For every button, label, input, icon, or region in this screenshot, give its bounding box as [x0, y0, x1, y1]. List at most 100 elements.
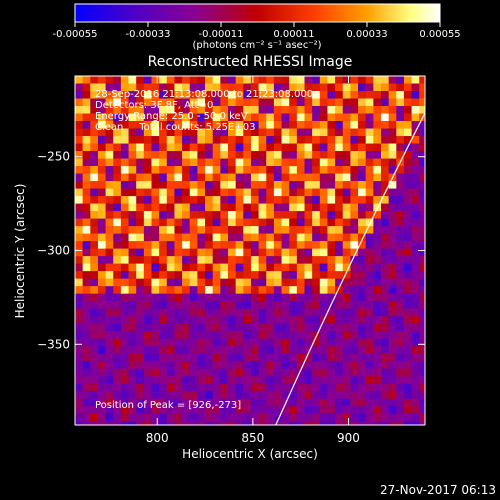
heatmap-cell [266, 383, 275, 392]
heatmap-cell [90, 196, 99, 205]
heatmap-cell [266, 338, 275, 347]
heatmap-cell [273, 368, 283, 377]
heatmap-cell [159, 286, 168, 295]
heatmap-cell [166, 406, 176, 415]
heatmap-cell [266, 83, 275, 92]
heatmap-cell [174, 361, 183, 370]
heatmap-cell [258, 353, 267, 362]
heatmap-cell [82, 286, 91, 295]
heatmap-cell [220, 338, 229, 347]
heatmap-cell [281, 91, 290, 100]
heatmap-cell [105, 256, 114, 265]
heatmap-cell [97, 121, 107, 130]
heatmap-cell [159, 226, 168, 235]
heatmap-cell [212, 113, 221, 122]
heatmap-cell [75, 166, 84, 175]
heatmap-cell [228, 368, 237, 377]
heatmap-cell [281, 383, 290, 392]
heatmap-cell [381, 383, 390, 392]
heatmap-cell [427, 204, 435, 212]
heatmap-cell [205, 151, 214, 160]
heatmap-cell [381, 421, 390, 425]
heatmap-cell [159, 136, 168, 145]
heatmap-cell [319, 91, 329, 100]
heatmap-cell [350, 241, 359, 250]
heatmap-cell [358, 346, 367, 355]
heatmap-cell [419, 383, 425, 392]
heatmap-cell [197, 166, 206, 175]
heatmap-cell [289, 323, 298, 332]
heatmap-cell [212, 196, 221, 205]
heatmap-cell [151, 151, 160, 160]
heatmap-cell [212, 143, 221, 152]
heatmap-cell [312, 271, 321, 280]
heatmap-cell [365, 421, 374, 425]
heatmap-cell [296, 323, 306, 332]
heatmap-cell [97, 233, 107, 242]
heatmap-cell [212, 128, 221, 137]
heatmap-cell [258, 91, 267, 100]
heatmap-cell [90, 263, 99, 272]
heatmap-cell [411, 331, 420, 340]
heatmap-cell [365, 83, 374, 92]
heatmap-cell [189, 98, 198, 107]
heatmap-cell [427, 249, 435, 257]
heatmap-cell [381, 346, 390, 355]
heatmap-cell [120, 136, 130, 145]
heatmap-cell [342, 316, 352, 325]
heatmap-cell [296, 136, 306, 145]
heatmap-cell [75, 263, 84, 272]
heatmap-cell [335, 151, 344, 160]
heatmap-cell [143, 248, 153, 257]
heatmap-cell [411, 121, 420, 130]
heatmap-cell [304, 241, 313, 250]
heatmap-cell [143, 391, 153, 400]
heatmap-cell [273, 151, 283, 160]
heatmap-cell [250, 368, 260, 377]
heatmap-cell [90, 166, 99, 175]
heatmap-cell [143, 323, 153, 332]
heatmap-cell [327, 203, 336, 212]
heatmap-cell [396, 203, 405, 212]
heatmap-cell [365, 151, 374, 160]
heatmap-cell [136, 256, 145, 265]
heatmap-cell [97, 286, 107, 295]
heatmap-cell [312, 98, 321, 107]
heatmap-cell [266, 406, 275, 415]
heatmap-cell [220, 128, 229, 137]
heatmap-cell [312, 301, 321, 310]
heatmap-cell [113, 98, 122, 107]
heatmap-cell [335, 248, 344, 257]
heatmap-cell [296, 241, 306, 250]
heatmap-cell [189, 316, 198, 325]
heatmap-cell [403, 398, 413, 407]
heatmap-cell [182, 391, 191, 400]
heatmap-cell [312, 376, 321, 385]
heatmap-cell [189, 398, 198, 407]
heatmap-cell [151, 353, 160, 362]
heatmap-cell [266, 233, 275, 242]
heatmap-cell [136, 278, 145, 287]
heatmap-cell [388, 323, 397, 332]
heatmap-cell [235, 76, 244, 85]
heatmap-cell [411, 353, 420, 362]
heatmap-cell [151, 166, 160, 175]
heatmap-cell [342, 361, 352, 370]
heatmap-cell [82, 241, 91, 250]
heatmap-cell [189, 271, 198, 280]
heatmap-cell [159, 301, 168, 310]
heatmap-cell [335, 226, 344, 235]
heatmap-cell [296, 398, 306, 407]
heatmap-cell [281, 406, 290, 415]
heatmap-cell [312, 173, 321, 182]
heatmap-cell [220, 106, 229, 115]
heatmap-cell [212, 413, 221, 422]
heatmap-cell [427, 331, 435, 339]
heatmap-cell [373, 286, 382, 295]
heatmap-cell [281, 263, 290, 272]
heatmap-cell [212, 98, 221, 107]
heatmap-cell [273, 188, 283, 197]
heatmap-cell [143, 353, 153, 362]
heatmap-cell [197, 361, 206, 370]
heatmap-cell [159, 218, 168, 227]
